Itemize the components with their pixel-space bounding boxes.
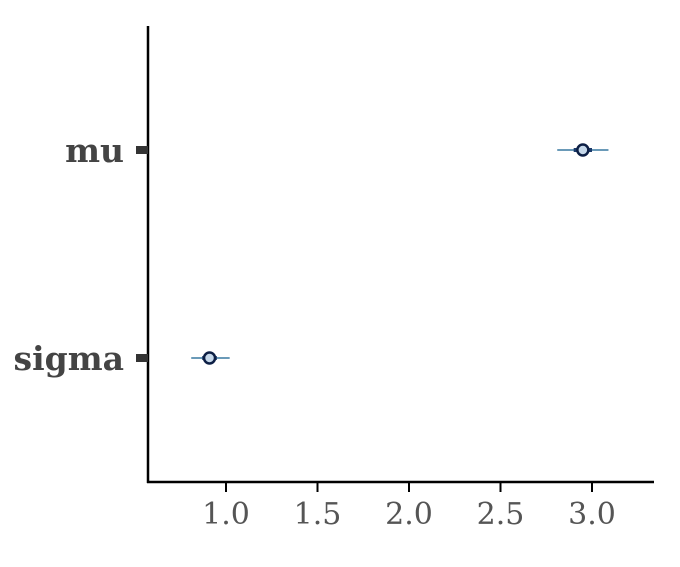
- y-tick: [136, 146, 148, 154]
- point-estimate-mu: [576, 143, 590, 157]
- x-tick-label: 2.5: [477, 497, 525, 532]
- interval-marks: [191, 143, 609, 365]
- y-tick-label-mu: mu: [65, 131, 124, 170]
- y-tick-label-sigma: sigma: [14, 339, 125, 378]
- x-tick-label: 3.0: [568, 497, 616, 532]
- y-tick: [136, 354, 148, 362]
- x-tick-label: 1.5: [294, 497, 342, 532]
- x-tick-label: 2.0: [385, 497, 433, 532]
- point-estimate-sigma: [202, 351, 217, 365]
- x-axis: 1.0 1.5 2.0 2.5 3.0: [147, 480, 654, 532]
- y-axis: mu sigma: [14, 26, 150, 483]
- x-tick-label: 1.0: [202, 497, 250, 532]
